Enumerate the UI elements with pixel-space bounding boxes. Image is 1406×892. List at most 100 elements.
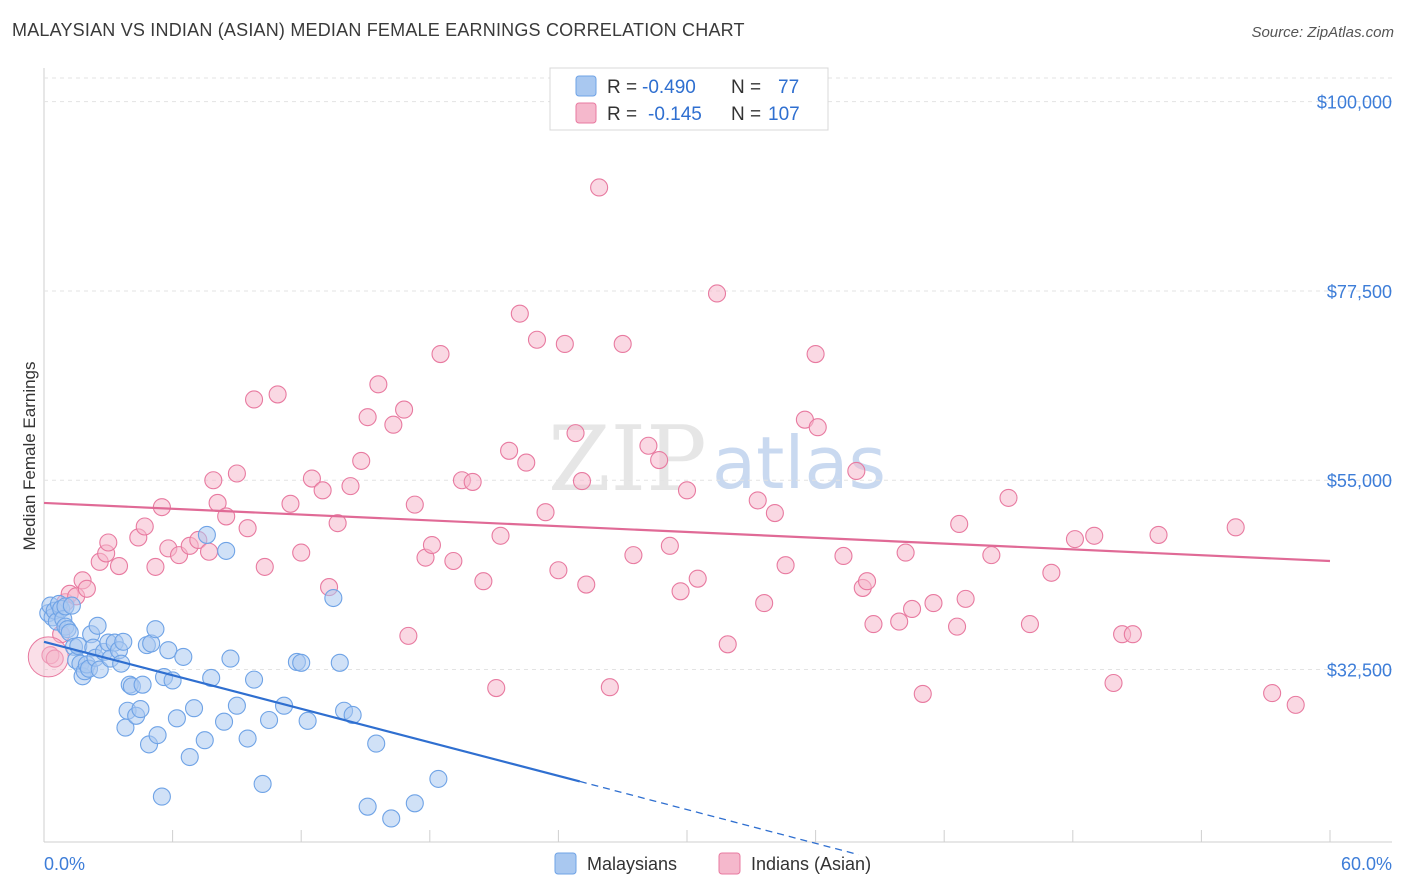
- y-tick-label: $55,000: [1327, 471, 1392, 491]
- indians-asian-point: [1020, 615, 1039, 634]
- indians-asian-point: [292, 543, 311, 562]
- malaysians-point: [259, 710, 279, 730]
- indians-asian-point: [302, 469, 321, 488]
- indians-asian-point: [431, 344, 450, 364]
- source-label: Source: ZipAtlas.com: [1251, 24, 1394, 41]
- series-malaysians: [39, 525, 448, 828]
- malaysians-point: [217, 541, 236, 560]
- indians-asian-point: [1123, 625, 1142, 644]
- indians-asian-point: [1085, 526, 1104, 545]
- indians-asian-point: [536, 503, 555, 522]
- indians-asian-point: [405, 495, 424, 514]
- bottom-legend-label-malaysians: Malaysians: [587, 854, 677, 874]
- legend-n-label-indians: N =: [731, 104, 761, 125]
- indians-asian-point: [444, 551, 463, 571]
- indians-asian-point: [806, 344, 825, 364]
- malaysians-point: [131, 700, 150, 719]
- indians-asian-point: [755, 594, 774, 613]
- x-tick-label-min: 0.0%: [44, 854, 85, 874]
- malaysians-point: [298, 711, 317, 730]
- indians-asian-point: [776, 556, 795, 575]
- malaysians-point: [148, 726, 167, 745]
- indians-asian-point: [45, 649, 64, 668]
- indians-asian-point: [510, 304, 529, 323]
- indians-asian-point: [463, 472, 482, 491]
- indians-asian-point: [956, 589, 975, 608]
- bottom-legend-swatch-indians: [718, 852, 741, 875]
- legend-n-value-indians: 107: [768, 104, 800, 125]
- indians-asian-point: [199, 542, 219, 561]
- malaysians-point: [382, 809, 401, 828]
- malaysians-point: [367, 734, 386, 753]
- indians-asian-point: [671, 582, 690, 601]
- indians-asian-point: [834, 546, 853, 566]
- indians-asian-point: [268, 385, 287, 404]
- indians-asian-point: [1104, 673, 1123, 693]
- malaysians-point: [324, 588, 343, 608]
- indians-asian-point: [369, 375, 388, 394]
- indians-asian-point: [500, 441, 519, 460]
- indians-asian-point: [650, 450, 669, 470]
- malaysians-point: [167, 709, 186, 728]
- indians-asian-point: [109, 557, 129, 576]
- indians-asian-point: [1042, 563, 1061, 582]
- indians-asian-point: [1226, 518, 1245, 537]
- indians-asian-point: [924, 594, 943, 613]
- indians-asian-point: [549, 561, 568, 580]
- malaysians-point: [174, 647, 193, 666]
- indians-asian-point: [950, 514, 969, 534]
- indians-asian-point: [384, 415, 403, 434]
- indians-asian-point: [613, 334, 632, 353]
- indians-asian-point: [572, 472, 592, 491]
- indians-asian-point: [1286, 695, 1305, 714]
- indians-asian-point: [77, 579, 96, 598]
- indians-asian-point: [487, 678, 506, 698]
- y-tick-label: $77,500: [1327, 282, 1392, 302]
- indians-asian-point: [577, 575, 596, 594]
- indians-asian-point: [474, 572, 493, 591]
- indians-asian-point: [1065, 530, 1084, 549]
- malaysians-point: [429, 769, 448, 788]
- indians-asian-point: [913, 684, 932, 703]
- malaysians-point: [195, 731, 214, 750]
- indians-asian-point: [358, 408, 377, 427]
- indians-asian-point: [718, 635, 737, 654]
- indians-asian-point: [902, 599, 922, 619]
- indians-asian-point: [1263, 684, 1282, 703]
- x-tick-label-max: 60.0%: [1341, 854, 1392, 874]
- indians-asian-point: [491, 526, 510, 545]
- malaysians-point: [227, 696, 246, 715]
- indians-asian-point: [566, 424, 585, 443]
- malaysians-point: [133, 675, 152, 694]
- indians-asian-point: [590, 178, 609, 197]
- indians-asian-point: [639, 436, 658, 455]
- malaysians-point: [62, 596, 81, 615]
- x-ticks: [43, 830, 1331, 842]
- indians-asian-point: [238, 519, 257, 538]
- series-legend: Malaysians Indians (Asian): [554, 852, 871, 875]
- indians-asian-point: [600, 678, 619, 697]
- indians-asian-point: [765, 503, 784, 523]
- malaysians-point: [214, 712, 234, 731]
- indians-asian-point: [999, 488, 1018, 507]
- malaysians-point: [405, 794, 424, 813]
- indians-asian-point: [399, 626, 418, 645]
- indians-asian-point: [890, 612, 909, 631]
- chart-title: MALAYSIAN VS INDIAN (ASIAN) MEDIAN FEMAL…: [12, 20, 745, 40]
- malaysians-point: [244, 670, 264, 689]
- y-tick-label: $32,500: [1327, 661, 1392, 681]
- indians-asian-point: [864, 615, 883, 634]
- indians-asian-point: [677, 481, 697, 500]
- indians-asian-point: [281, 494, 300, 513]
- malaysians-point: [180, 747, 199, 767]
- watermark: ZIP atlas: [548, 407, 886, 512]
- indians-asian-point: [688, 569, 707, 588]
- malaysians-point: [146, 620, 165, 639]
- indians-asian-point: [555, 334, 574, 353]
- malaysians-point: [238, 729, 257, 748]
- malaysians-point: [114, 632, 133, 651]
- malaysians-point: [253, 774, 272, 794]
- malaysians-point: [358, 797, 377, 816]
- indians-asian-point: [948, 617, 967, 636]
